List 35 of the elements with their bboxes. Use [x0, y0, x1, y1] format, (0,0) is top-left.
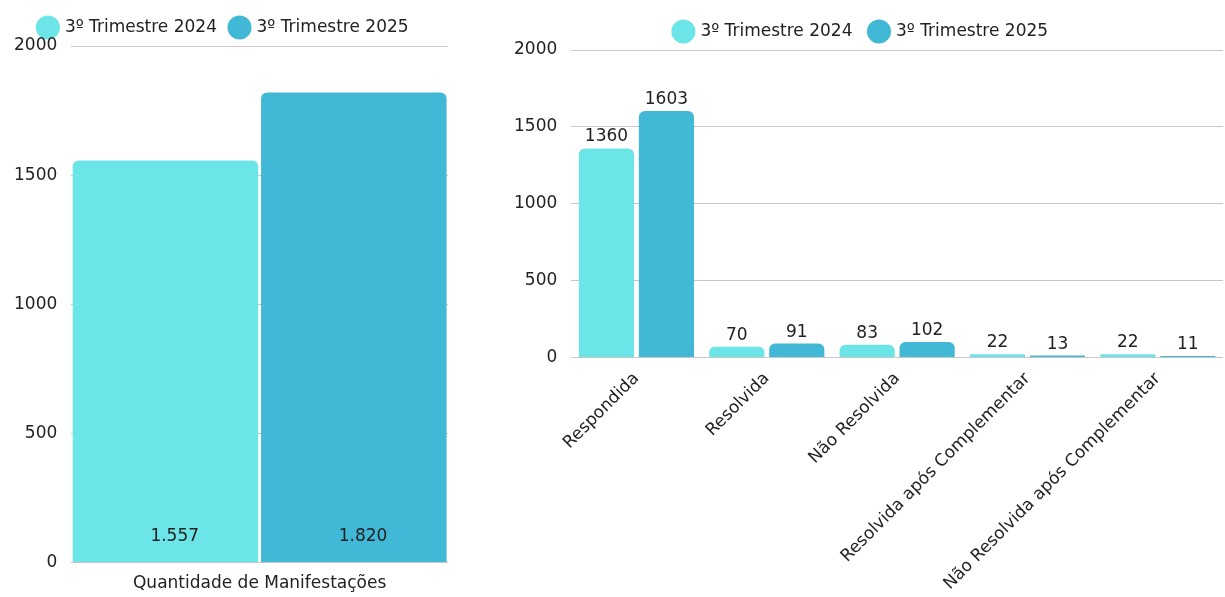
y-tick-label: 500 [524, 269, 558, 290]
data-label: 102 [910, 318, 944, 339]
bar [638, 111, 694, 358]
legend-label: 3º Trimestre 2024 [700, 19, 853, 40]
data-label: 70 [725, 323, 748, 344]
bar [769, 343, 825, 358]
data-label: 1360 [584, 125, 629, 146]
legend-label: 3º Trimestre 2024 [64, 15, 218, 36]
y-tick-label: 1000 [514, 192, 558, 213]
y-tick-label: 500 [24, 421, 58, 442]
bar [969, 354, 1026, 358]
bar [709, 346, 765, 358]
data-label: 1.557 [150, 524, 200, 545]
bar [578, 148, 635, 358]
data-label: 1603 [644, 87, 689, 108]
bar [1100, 354, 1156, 358]
data-label: 11 [1176, 332, 1199, 353]
y-tick-label: 1500 [14, 163, 58, 184]
y-tick-label: 1500 [514, 115, 558, 136]
data-label: 22 [1117, 331, 1139, 352]
y-tick-label: 0 [546, 346, 558, 367]
data-label: 91 [785, 320, 808, 341]
y-tick-label: 2000 [514, 38, 558, 59]
bar [839, 344, 895, 358]
y-tick-label: 2000 [14, 34, 58, 55]
data-label: 83 [856, 321, 878, 342]
data-label: 22 [986, 331, 1009, 352]
y-tick-label: 1000 [14, 292, 58, 313]
bar [899, 341, 955, 358]
data-label: 1.820 [338, 524, 388, 545]
legend-label: 3º Trimestre 2025 [896, 19, 1049, 40]
y-tick-label: 0 [46, 551, 58, 572]
data-label: 13 [1046, 332, 1069, 353]
x-tick-label: Quantidade de Manifestações [132, 572, 387, 593]
legend-label: 3º Trimestre 2025 [256, 15, 409, 36]
